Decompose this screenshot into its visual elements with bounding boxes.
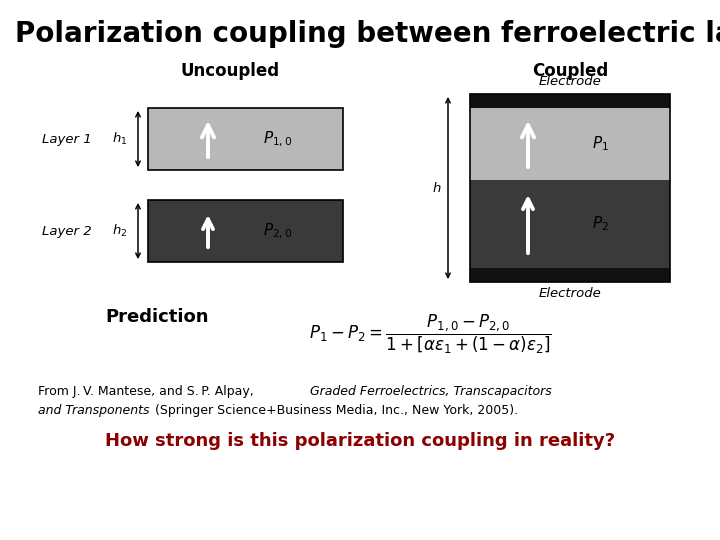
Text: $P_1 - P_2 = \dfrac{P_{1,0} - P_{2,0}}{1 + \left[\alpha\varepsilon_1 + (1-\alpha: $P_1 - P_2 = \dfrac{P_{1,0} - P_{2,0}}{1… (309, 312, 552, 356)
Text: $P_1$: $P_1$ (592, 134, 608, 153)
Text: From J. V. Mantese, and S. P. Alpay,: From J. V. Mantese, and S. P. Alpay, (38, 385, 258, 398)
Text: Prediction: Prediction (105, 308, 209, 326)
Bar (470, 108, 670, 180)
Text: $P_{1,0}$: $P_{1,0}$ (264, 130, 293, 148)
Text: Coupled: Coupled (532, 62, 608, 80)
Text: Layer 1: Layer 1 (42, 132, 91, 145)
Text: How strong is this polarization coupling in reality?: How strong is this polarization coupling… (105, 432, 615, 450)
Bar (470, 180, 670, 268)
Text: $P_{2,0}$: $P_{2,0}$ (264, 221, 293, 241)
Text: Graded Ferroelectrics, Transcapacitors: Graded Ferroelectrics, Transcapacitors (310, 385, 552, 398)
Text: (Springer Science+Business Media, Inc., New York, 2005).: (Springer Science+Business Media, Inc., … (151, 404, 518, 417)
Bar (470, 94, 670, 282)
Bar (148, 200, 343, 262)
Bar (470, 94, 670, 108)
Text: $h_2$: $h_2$ (112, 223, 127, 239)
Text: Polarization coupling between ferroelectric layers: Polarization coupling between ferroelect… (15, 20, 720, 48)
Text: $h_1$: $h_1$ (112, 131, 127, 147)
Text: Layer 2: Layer 2 (42, 225, 91, 238)
Bar (470, 268, 670, 282)
Bar (148, 108, 343, 170)
Text: Uncoupled: Uncoupled (181, 62, 279, 80)
Text: Electrode: Electrode (539, 287, 601, 300)
Text: $h$: $h$ (431, 181, 441, 195)
Text: $P_2$: $P_2$ (592, 214, 608, 233)
Text: and Transponents: and Transponents (38, 404, 150, 417)
Text: Electrode: Electrode (539, 75, 601, 88)
